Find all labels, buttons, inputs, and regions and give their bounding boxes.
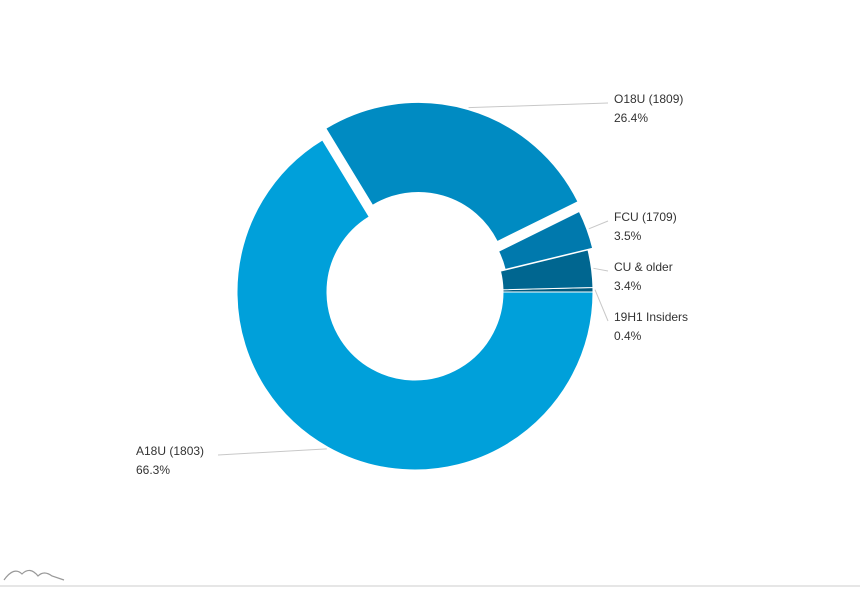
slice-label: 19H1 Insiders [614,310,688,324]
leader-line [593,267,609,272]
slice [325,101,579,243]
slice [499,249,594,291]
slice-label: CU & older [614,260,673,274]
slice [236,139,594,471]
slice-label: O18U (1809) [614,92,683,106]
leader-line [594,289,609,322]
logo-icon [3,569,65,581]
slice-value-label: 3.4% [614,279,642,293]
slice-label: FCU (1709) [614,210,677,224]
leader-line [217,448,327,456]
slice [497,210,594,271]
slice-value-label: 66.3% [136,463,170,477]
slice-value-label: 0.4% [614,329,642,343]
slice-label: A18U (1803) [136,444,204,458]
slice-value-label: 3.5% [614,229,642,243]
leader-line [588,220,609,230]
leader-line [468,102,609,109]
slice-value-label: 26.4% [614,111,648,125]
